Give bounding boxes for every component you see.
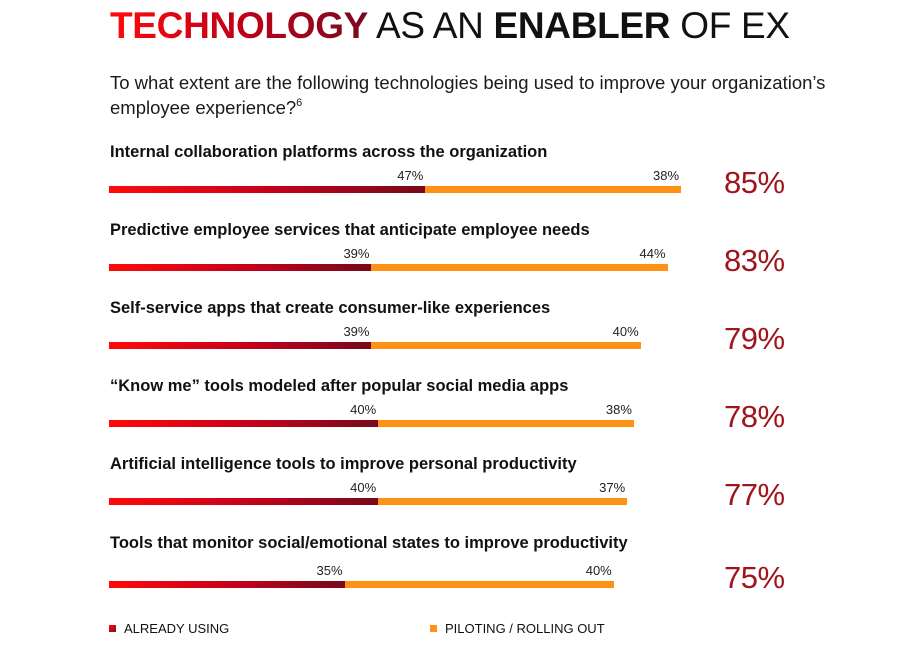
bar-already-using [109,581,345,588]
bar-piloting [371,342,641,349]
category-label: “Know me” tools modeled after popular so… [110,377,569,395]
footnote-marker: 6 [296,97,303,109]
total-value-label: 75% [724,560,785,595]
value-label-piloting: 40% [612,324,639,339]
value-label-piloting: 40% [585,563,612,578]
value-label-already-using: 47% [397,168,424,183]
legend-item-piloting: PILOTING / ROLLING OUT [430,621,605,636]
category-label: Artificial intelligence tools to improve… [110,455,577,473]
value-label-already-using: 40% [350,480,377,495]
bar-already-using [109,186,426,193]
title-of-ex: OF EX [670,5,790,46]
value-label-already-using: 40% [350,402,377,417]
legend-item-already-using: ALREADY USING [109,621,229,636]
chart-row: Internal collaboration platforms across … [0,143,897,213]
value-label-piloting: 37% [599,480,626,495]
total-value-label: 77% [724,477,785,512]
title-technology: TECHNOLOGY [110,5,369,46]
legend-swatch-piloting [430,625,437,632]
total-value-label: 83% [724,243,785,278]
chart-row: Artificial intelligence tools to improve… [0,455,897,525]
chart-row: “Know me” tools modeled after popular so… [0,377,897,447]
bar-already-using [109,420,379,427]
chart-row: Predictive employee services that antici… [0,221,897,291]
value-label-piloting: 44% [639,246,666,261]
total-value-label: 78% [724,399,785,434]
bar-already-using [109,264,372,271]
legend-swatch-already-using [109,625,116,632]
legend-label-piloting: PILOTING / ROLLING OUT [445,621,605,636]
bar-piloting [425,186,682,193]
value-label-already-using: 39% [343,324,370,339]
chart-row: Self-service apps that create consumer-l… [0,299,897,369]
title-as-an: AS AN [368,5,494,46]
bar-piloting [371,264,668,271]
category-label: Tools that monitor social/emotional stat… [110,534,628,552]
chart-row: Tools that monitor social/emotional stat… [0,534,897,604]
value-label-piloting: 38% [605,402,632,417]
total-value-label: 79% [724,321,785,356]
bar-already-using [109,342,372,349]
subtitle-text: To what extent are the following technol… [110,72,826,118]
bar-piloting [378,420,634,427]
category-label: Internal collaboration platforms across … [110,143,548,161]
chart-subtitle: To what extent are the following technol… [110,70,830,120]
category-label: Predictive employee services that antici… [110,221,590,239]
total-value-label: 85% [724,165,785,200]
title-enabler: ENABLER [493,5,671,46]
chart-title: TECHNOLOGY AS AN ENABLER OF EX [110,4,790,48]
bar-already-using [109,498,379,505]
bar-piloting [344,581,614,588]
category-label: Self-service apps that create consumer-l… [110,299,551,317]
legend-label-already-using: ALREADY USING [124,621,230,636]
value-label-piloting: 38% [653,168,680,183]
value-label-already-using: 39% [343,246,370,261]
bar-piloting [378,498,628,505]
value-label-already-using: 35% [316,563,343,578]
